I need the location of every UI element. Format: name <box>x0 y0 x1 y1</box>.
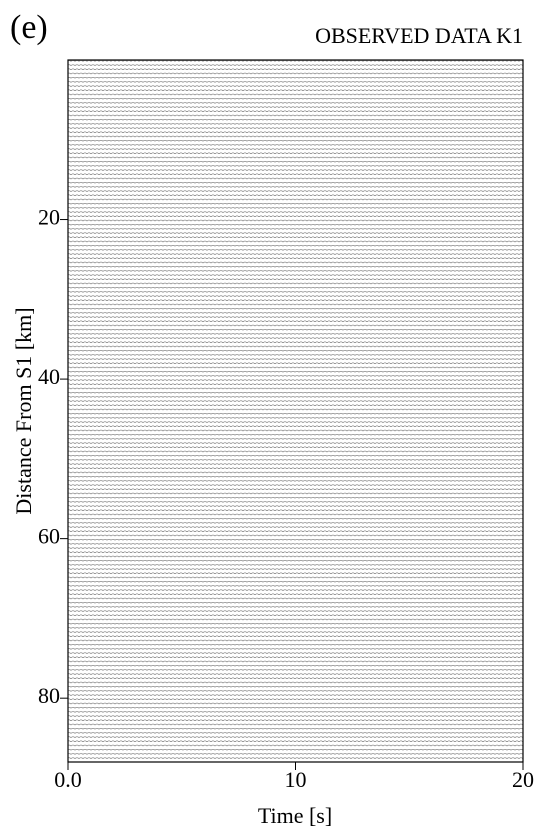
y-tick-label: 60 <box>38 524 60 549</box>
y-axis-label: Distance From S1 [km] <box>11 307 36 514</box>
x-tick-label: 10 <box>285 767 307 792</box>
y-tick-label: 80 <box>38 683 60 708</box>
y-tick-label: 20 <box>38 205 60 230</box>
x-axis-label: Time [s] <box>258 803 332 828</box>
trace-texture <box>68 60 523 762</box>
chart-title: OBSERVED DATA K1 <box>315 23 523 48</box>
y-tick-label: 40 <box>38 364 60 389</box>
panel-label: (e) <box>10 9 48 46</box>
x-tick-label: 0.0 <box>54 767 82 792</box>
x-tick-label: 20 <box>512 767 534 792</box>
